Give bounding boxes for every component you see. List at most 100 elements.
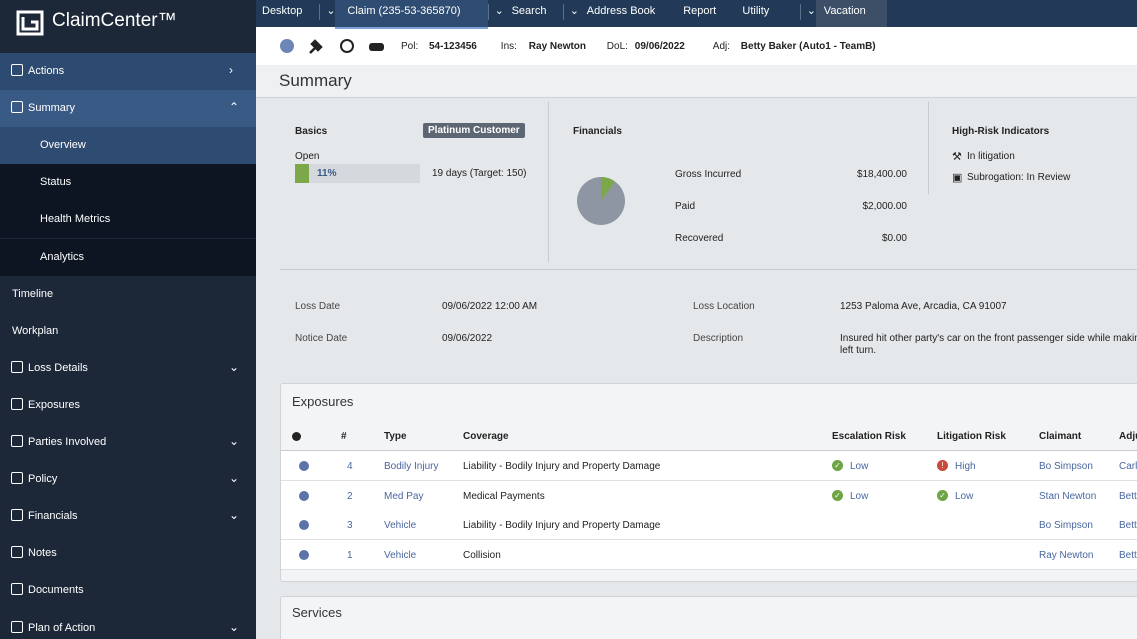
cell[interactable]: Bett [1119,490,1137,502]
sidebar-item[interactable] [0,535,256,573]
sidebar-label[interactable]: Actions [28,65,65,77]
column-header[interactable]: # [341,431,347,442]
nav-tab[interactable] [815,0,888,27]
row-dot [299,520,309,530]
sidebar-item[interactable] [0,238,256,276]
sidebar-item[interactable] [0,609,256,639]
sidebar-label[interactable]: Health Metrics [40,213,111,226]
sidebar-icon [11,397,23,410]
risk-item: In litigation [967,151,1015,162]
chevron: ⌄ [229,619,240,634]
financials-pie [577,177,625,225]
risk-icon: ✓ [937,489,948,501]
cell[interactable]: Bett [1119,549,1137,561]
sidebar-item[interactable] [0,498,256,536]
services-panel [280,596,1137,639]
sidebar-label[interactable]: Policy [28,473,58,486]
risk-item: Subrogation: In Review [967,172,1071,183]
detail-value: Insured hit other party's car on the fro… [840,333,1137,356]
sidebar-label[interactable]: Timeline [12,287,54,300]
sidebar-item[interactable] [0,461,256,499]
cell[interactable]: 3 [347,520,353,531]
sidebar-label[interactable]: Documents [28,584,84,597]
sidebar-item[interactable] [0,127,256,165]
section-title: High-Risk Indicators [952,126,1050,137]
sidebar-label[interactable]: Notes [28,547,57,560]
sidebar-item[interactable] [0,275,256,313]
title-bar [256,65,1137,98]
nav-tab[interactable] [335,0,488,29]
cell[interactable]: Vehicle [384,549,417,561]
nav-tab-label[interactable]: Desktop [262,5,303,17]
nav-tab-label[interactable]: Utility [742,5,770,17]
cell[interactable]: Ray Newton [1039,549,1094,561]
page-title: Summary [279,71,352,90]
chevron: ⌄ [229,359,240,374]
cell[interactable]: Stan Newton [1039,490,1097,502]
sort-dot[interactable] [292,432,301,441]
fin-label: Paid [675,201,696,212]
cell[interactable]: Bett [1119,520,1137,531]
sidebar-label[interactable]: Status [40,176,72,189]
cell[interactable]: 2 [347,490,353,502]
nav-dropdown[interactable]: ⌄ [562,4,579,20]
divider [928,102,929,194]
fin-value: $2,000.00 [862,201,908,212]
column-header[interactable]: Escalation Risk [832,431,906,442]
sidebar-item[interactable] [0,572,256,610]
nav-tab-label[interactable]: Claim (235-53-365870) [347,5,461,17]
cell[interactable]: Bo Simpson [1039,520,1093,531]
status: Open [295,151,320,162]
column-header[interactable]: Claimant [1039,431,1082,442]
cell: High [955,461,976,472]
cell[interactable]: Bo Simpson [1039,461,1093,472]
sidebar-icon [11,435,23,447]
sidebar-label[interactable]: Financials [28,510,78,523]
detail-value: 09/06/2022 [442,333,493,344]
cell[interactable]: Med Pay [384,490,424,502]
nav-dropdown[interactable]: ⌄ [487,4,504,20]
nav-tab-label[interactable]: Vacation [823,5,866,17]
sidebar-item[interactable] [0,386,256,424]
sidebar-label[interactable]: Summary [28,102,76,115]
nav-dropdown[interactable]: ⌄ [319,4,336,20]
sidebar-label[interactable]: Overview [40,139,86,152]
sidebar-label[interactable]: Loss Details [28,361,88,374]
column-header[interactable]: Coverage [463,431,509,442]
column-header[interactable]: Adju [1119,431,1137,442]
cell[interactable]: Vehicle [384,520,417,531]
cell: Collision [463,549,501,561]
days: 19 days (Target: 150) [432,168,527,179]
cell[interactable]: 4 [347,461,353,472]
header-rule [281,450,1137,451]
section-title: Financials [573,126,622,137]
fin-label: Gross Incurred [675,169,742,180]
sidebar-item[interactable] [0,424,256,461]
sidebar-label[interactable]: Plan of Action [28,621,96,634]
sidebar-item[interactable] [0,312,256,350]
sidebar-icon [11,620,23,633]
chevron: › [229,63,233,77]
sidebar-item[interactable] [0,201,256,239]
nav-tab-label[interactable]: Address Book [586,5,656,17]
sidebar-item[interactable] [0,349,256,387]
cell: Low [850,461,869,472]
cell[interactable]: Carl [1119,461,1137,472]
sidebar-label[interactable]: Analytics [40,250,85,263]
column-header[interactable]: Litigation Risk [937,431,1006,442]
sidebar-item[interactable] [0,164,256,202]
column-header[interactable]: Type [384,431,407,442]
nav-tab-label[interactable]: Search [511,5,547,17]
panel-title: Services [292,605,342,620]
sidebar-label[interactable]: Workplan [12,324,59,337]
sidebar-item[interactable] [0,90,256,128]
nav-dropdown[interactable]: ⌄ [799,4,816,20]
risk-icon: ▣ [952,172,963,184]
sidebar-label[interactable]: Exposures [28,398,80,411]
info-label: Ins: [500,41,517,52]
cell[interactable]: 1 [347,549,353,561]
nav-tab-label[interactable]: Report [683,5,717,17]
sidebar-item[interactable] [0,53,256,90]
sidebar-label[interactable]: Parties Involved [28,436,107,448]
cell[interactable]: Bodily Injury [384,461,439,472]
